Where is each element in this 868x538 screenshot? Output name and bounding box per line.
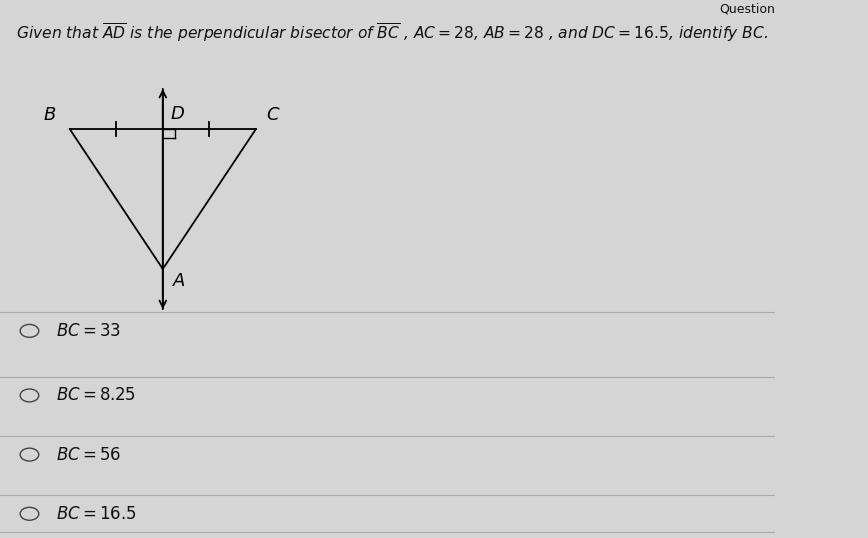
Text: B: B	[43, 106, 56, 124]
Text: Given that $\overline{AD}$ is the perpendicular bisector of $\overline{BC}$ , $A: Given that $\overline{AD}$ is the perpen…	[16, 22, 767, 44]
Text: Question: Question	[720, 3, 775, 16]
Text: C: C	[266, 106, 279, 124]
Text: $BC = 8.25$: $BC = 8.25$	[56, 386, 136, 405]
Text: $BC = 16.5$: $BC = 16.5$	[56, 505, 137, 523]
Text: $BC = 33$: $BC = 33$	[56, 322, 121, 340]
Text: $BC = 56$: $BC = 56$	[56, 445, 122, 464]
Text: D: D	[171, 105, 184, 123]
Text: A: A	[173, 272, 185, 289]
